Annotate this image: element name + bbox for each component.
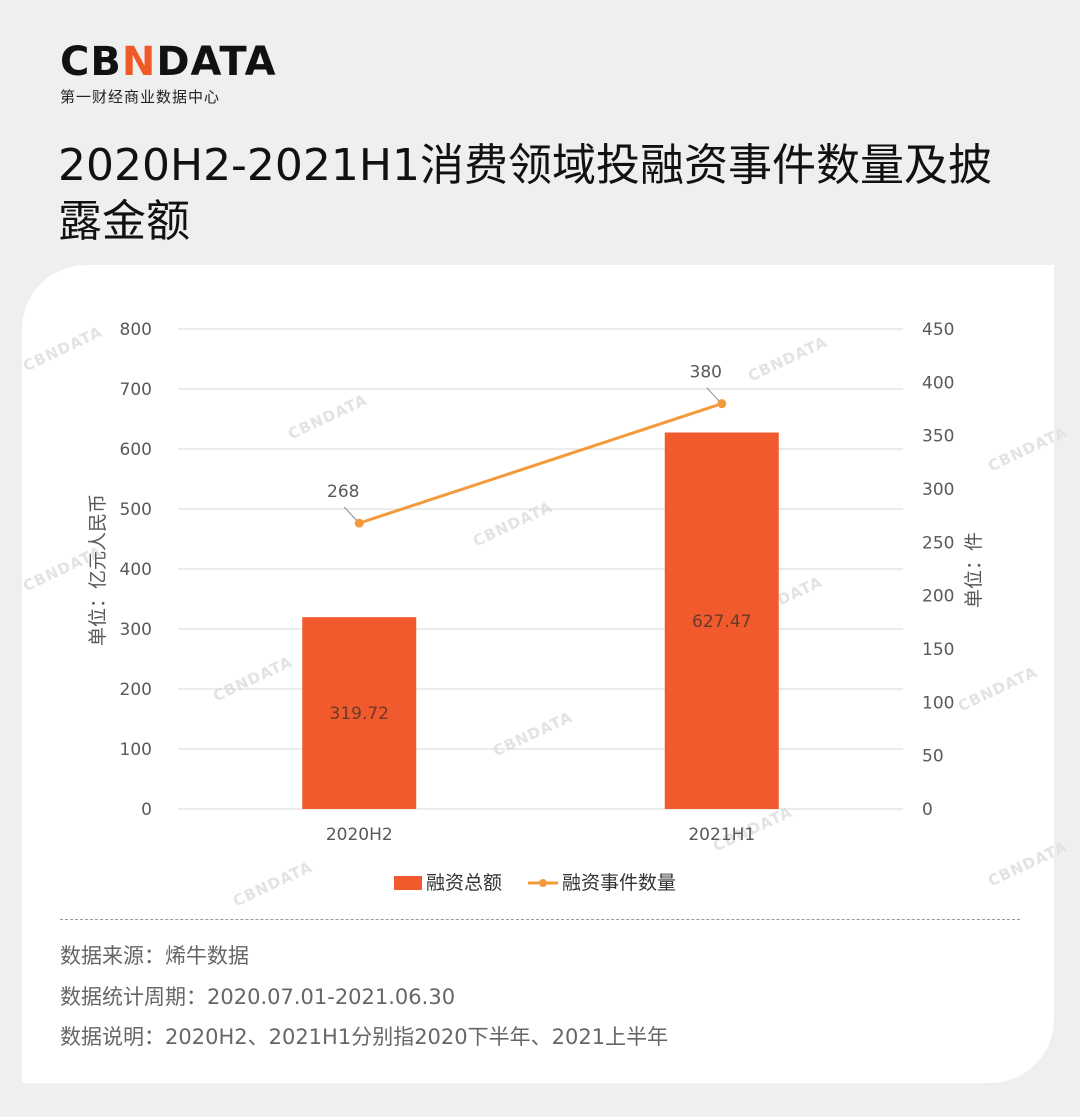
- legend-swatch-bar: [394, 876, 422, 890]
- y2-tick-label: 300: [922, 480, 954, 500]
- y-axis-right: 0 50 100 150 200 250 300 350 400 450: [922, 320, 954, 820]
- y-tick-label: 600: [120, 440, 152, 460]
- line-series: 268 380: [327, 363, 727, 528]
- footer-source: 数据来源：烯牛数据: [60, 944, 249, 968]
- y2-tick-label: 350: [922, 427, 954, 447]
- footer-divider: [60, 919, 1020, 920]
- legend-label-line: 融资事件数量: [562, 872, 676, 894]
- y2-tick-label: 100: [922, 693, 954, 713]
- bar-data-label: 319.72: [330, 704, 389, 724]
- brand-logo: CBNDATA: [60, 39, 277, 85]
- footer-note: 数据说明：2020H2、2021H1分别指2020下半年、2021上半年: [60, 1025, 669, 1049]
- line-point: [717, 399, 727, 409]
- y2-tick-label: 400: [922, 373, 954, 393]
- brand-subtitle: 第一财经商业数据中心: [60, 88, 221, 106]
- y-tick-label: 400: [120, 560, 152, 580]
- y-tick-label: 100: [120, 740, 152, 760]
- bar: [664, 432, 779, 809]
- legend-label-bar: 融资总额: [426, 872, 502, 894]
- footer-period: 数据统计周期：2020.07.01-2021.06.30: [60, 985, 456, 1009]
- x-tick-label: 2020H2: [326, 825, 393, 845]
- brand-block: CBNDATA 第一财经商业数据中心: [60, 40, 277, 107]
- chart-card: [22, 265, 1054, 1083]
- y-tick-label: 800: [120, 320, 152, 340]
- x-axis: 2020H2 2021H1: [326, 825, 755, 845]
- y2-tick-label: 200: [922, 587, 954, 607]
- page-title: 2020H2-2021H1消费领域投融资事件数量及披露金额: [58, 140, 992, 247]
- y-tick-label: 700: [120, 380, 152, 400]
- y-axis-left-label: 单位：亿元人民币: [87, 494, 109, 646]
- data-label-leader: [343, 506, 357, 521]
- legend-swatch-marker: [539, 879, 547, 887]
- y-tick-label: 200: [120, 680, 152, 700]
- data-label-leader: [706, 387, 720, 402]
- line-data-label: 380: [690, 363, 722, 383]
- bar-series: 319.72 627.47: [302, 432, 779, 809]
- series-line: [358, 402, 723, 525]
- y-axis-left: 0 100 200 300 400 500 600 700 800: [120, 320, 152, 820]
- y2-tick-label: 450: [922, 320, 954, 340]
- y2-tick-label: 50: [922, 747, 944, 767]
- grid: [178, 328, 903, 810]
- y-tick-label: 500: [120, 500, 152, 520]
- y-tick-label: 0: [141, 800, 152, 820]
- bar: [302, 617, 417, 809]
- line-data-label: 268: [327, 482, 359, 502]
- y-axis-right-label: 单位：件: [963, 532, 985, 608]
- y2-tick-label: 150: [922, 640, 954, 660]
- y2-tick-label: 250: [922, 533, 954, 553]
- y2-tick-label: 0: [922, 800, 933, 820]
- line-point: [354, 518, 364, 528]
- y-tick-label: 300: [120, 620, 152, 640]
- x-tick-label: 2021H1: [688, 825, 755, 845]
- bar-data-label: 627.47: [692, 612, 751, 632]
- legend: 融资总额 融资事件数量: [394, 872, 676, 894]
